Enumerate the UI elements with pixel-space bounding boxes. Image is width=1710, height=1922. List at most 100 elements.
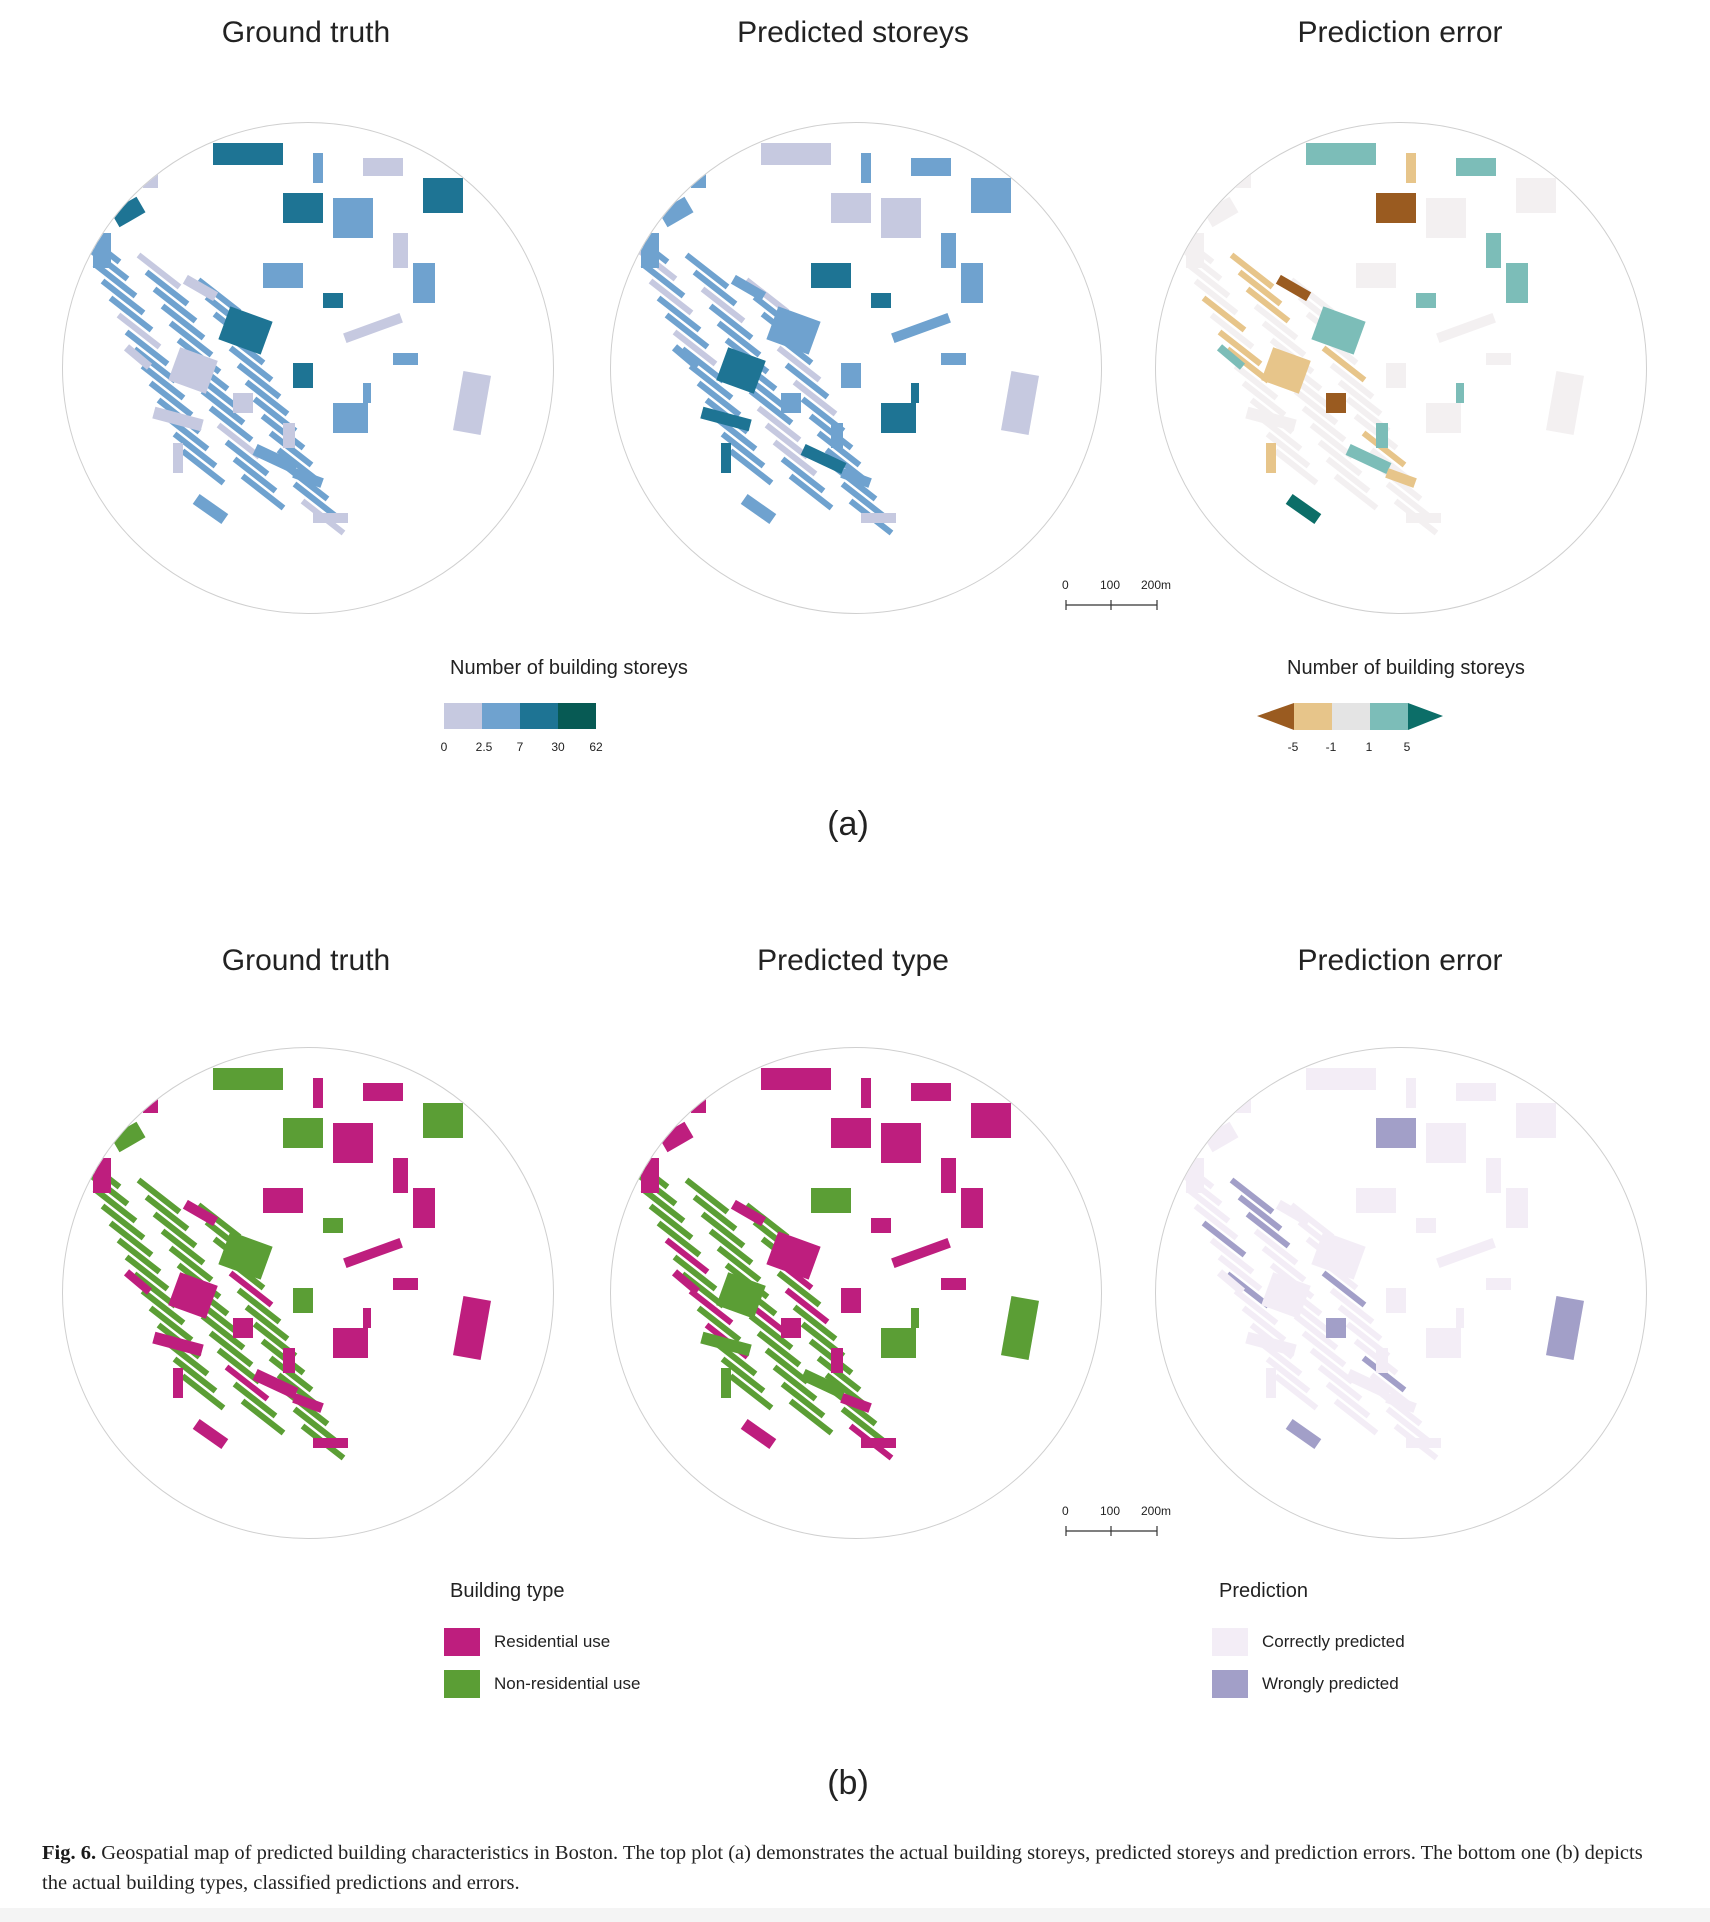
building-footprints xyxy=(611,123,1101,613)
legend-label-wrong: Wrongly predicted xyxy=(1262,1674,1399,1694)
legend-a-left-swatches xyxy=(444,703,596,729)
building-footprint xyxy=(363,383,371,403)
building-footprint xyxy=(1406,1438,1441,1448)
legend-item-wrong: Wrongly predicted xyxy=(1212,1670,1399,1698)
building-footprint xyxy=(233,393,253,413)
building-footprint xyxy=(861,1078,871,1108)
legend-swatch-wrong xyxy=(1212,1670,1248,1698)
building-footprint xyxy=(173,1368,183,1398)
building-footprint xyxy=(343,1238,403,1268)
building-footprint xyxy=(193,494,229,524)
building-footprint xyxy=(1236,163,1251,188)
building-footprint xyxy=(453,371,491,435)
building-footprint xyxy=(1286,1419,1322,1449)
building-footprint xyxy=(333,1123,373,1163)
building-footprint xyxy=(323,1218,343,1233)
building-footprint xyxy=(393,233,408,268)
building-footprint xyxy=(971,1103,1011,1138)
building-footprint xyxy=(1506,263,1528,303)
building-footprint xyxy=(1486,353,1511,365)
building-footprint xyxy=(1326,1318,1346,1338)
legend-a-right-tick-5: 5 xyxy=(1404,740,1411,754)
building-footprint xyxy=(1236,1088,1251,1113)
building-footprints xyxy=(1156,123,1646,613)
panel-label-a: (a) xyxy=(808,805,888,844)
legend-a-left-tick-62: 62 xyxy=(589,740,602,754)
building-footprint xyxy=(1386,363,1406,388)
building-footprint xyxy=(1356,263,1396,288)
title-a-ground-truth: Ground truth xyxy=(46,16,566,50)
building-footprint xyxy=(1436,1238,1496,1268)
legend-a-right-tick-neg1: -1 xyxy=(1326,740,1337,754)
legend-swatch-0-2.5 xyxy=(444,703,482,729)
building-footprint xyxy=(1186,233,1204,268)
building-footprint xyxy=(961,263,983,303)
building-footprint xyxy=(1356,1188,1396,1213)
legend-label-residential: Residential use xyxy=(494,1632,610,1652)
building-footprint xyxy=(841,1288,861,1313)
legend-a-left-tick-2.5: 2.5 xyxy=(476,740,493,754)
building-footprint xyxy=(1456,1083,1496,1101)
building-footprint xyxy=(1186,1158,1204,1193)
building-footprint xyxy=(1426,198,1466,238)
building-footprint xyxy=(861,513,896,523)
building-footprint xyxy=(1266,443,1276,473)
building-footprint xyxy=(961,1188,983,1228)
building-footprint xyxy=(871,1218,891,1233)
building-footprint xyxy=(313,1438,348,1448)
building-footprint xyxy=(143,1088,158,1113)
legend-item-correct: Correctly predicted xyxy=(1212,1628,1405,1656)
scale-label-200m: 200m xyxy=(1141,1504,1171,1518)
building-footprint xyxy=(1266,1368,1276,1398)
building-footprint xyxy=(861,153,871,183)
colorbar-arrow-right xyxy=(1408,703,1443,730)
building-footprint xyxy=(283,1118,323,1148)
map-b-predicted-type xyxy=(610,1047,1102,1539)
building-footprint xyxy=(659,1122,694,1153)
building-footprint xyxy=(363,158,403,176)
building-footprint xyxy=(691,1088,706,1113)
building-footprint xyxy=(1506,1188,1528,1228)
building-footprint xyxy=(1376,1348,1388,1373)
building-footprint xyxy=(1406,153,1416,183)
building-footprint xyxy=(333,198,373,238)
building-footprint xyxy=(333,1328,368,1358)
building-footprint xyxy=(111,197,146,228)
map-a-prediction-error xyxy=(1155,122,1647,614)
building-footprint xyxy=(393,1158,408,1193)
building-footprint xyxy=(641,233,659,268)
building-footprint xyxy=(1306,1068,1376,1090)
scale-label-0: 0 xyxy=(1062,578,1069,592)
building-footprint xyxy=(343,313,403,343)
legend-item-residential: Residential use xyxy=(444,1628,610,1656)
map-a-ground-truth xyxy=(62,122,554,614)
building-footprint xyxy=(891,1238,951,1268)
building-footprint xyxy=(781,1318,801,1338)
title-b-predicted-type: Predicted type xyxy=(593,944,1113,978)
building-footprint xyxy=(1486,1158,1501,1193)
building-footprint xyxy=(891,313,951,343)
building-footprint xyxy=(1001,1296,1039,1360)
legend-swatch-non-residential xyxy=(444,1670,480,1698)
building-footprint xyxy=(1456,383,1464,403)
building-footprint xyxy=(173,443,183,473)
building-footprint xyxy=(1516,178,1556,213)
building-footprint xyxy=(741,494,777,524)
building-footprint xyxy=(1386,1288,1406,1313)
building-footprint xyxy=(1326,393,1346,413)
building-footprint xyxy=(1416,1218,1436,1233)
building-footprint xyxy=(1426,1123,1466,1163)
building-footprint xyxy=(911,1083,951,1101)
building-footprint xyxy=(93,233,111,268)
building-footprint xyxy=(263,263,303,288)
building-footprint xyxy=(941,233,956,268)
legend-label-correct: Correctly predicted xyxy=(1262,1632,1405,1652)
building-footprint xyxy=(911,158,951,176)
building-footprint xyxy=(659,197,694,228)
building-footprint xyxy=(283,423,295,448)
building-footprint xyxy=(1001,371,1039,435)
building-footprint xyxy=(283,1348,295,1373)
building-footprint xyxy=(1204,197,1239,228)
title-b-prediction-error: Prediction error xyxy=(1140,944,1660,978)
building-footprint xyxy=(741,1419,777,1449)
